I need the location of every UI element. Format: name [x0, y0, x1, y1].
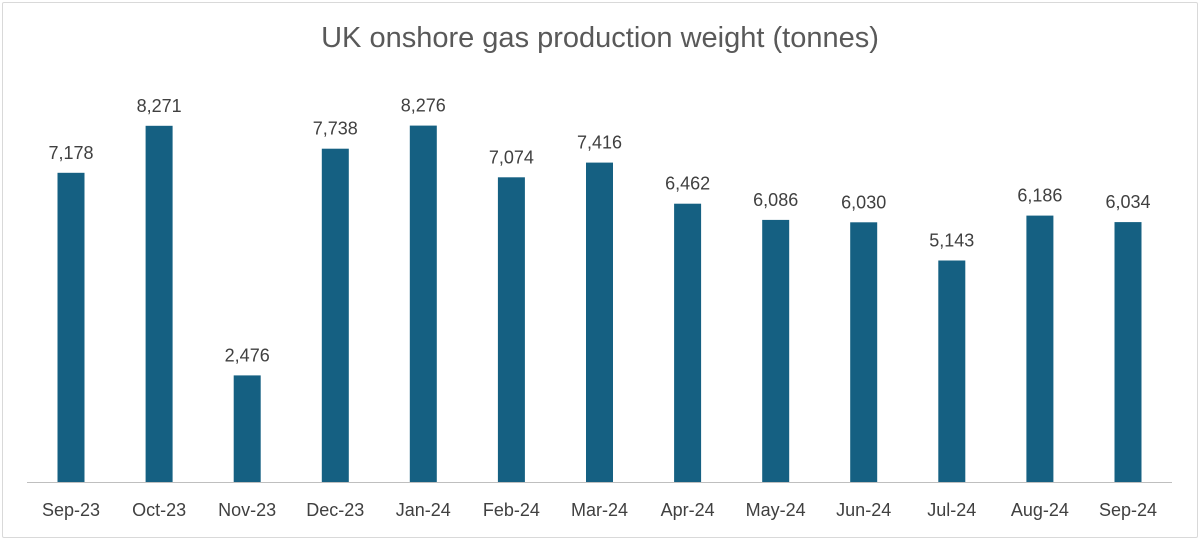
bar-mar-24: [586, 162, 613, 482]
x-tick-sep-24: Sep-24: [1099, 500, 1157, 520]
data-labels-group: 7,178 8,271 2,476 7,738 8,276 7,074 7,416 6,462…: [48, 96, 1150, 366]
x-tick-mar-24: Mar-24: [571, 500, 628, 520]
x-tick-feb-24: Feb-24: [483, 500, 540, 520]
bar-jan-24: [409, 125, 437, 482]
x-tick-jun-24: Jun-24: [836, 500, 891, 520]
bar-oct-23: [145, 125, 173, 483]
data-label-nov-23: 2,476: [225, 345, 270, 365]
bar-sep-23: [57, 172, 85, 483]
data-label-mar-24: 7,416: [577, 133, 622, 153]
chart-title: UK onshore gas production weight (tonnes…: [321, 22, 879, 54]
data-label-dec-23: 7,738: [313, 119, 358, 139]
data-label-may-24: 6,086: [753, 190, 798, 210]
data-label-jan-24: 8,276: [401, 96, 446, 116]
data-label-apr-24: 6,462: [665, 174, 710, 194]
data-label-jul-24: 5,143: [929, 231, 974, 251]
x-tick-apr-24: Apr-24: [661, 500, 715, 520]
bar-apr-24: [674, 203, 702, 482]
bar-aug-24: [1026, 215, 1054, 482]
bar-sep-24: [1114, 222, 1142, 482]
data-label-aug-24: 6,186: [1017, 186, 1062, 206]
bars-group: [57, 125, 1142, 483]
data-label-feb-24: 7,074: [489, 147, 534, 167]
x-tick-oct-23: Oct-23: [132, 500, 186, 520]
x-tick-sep-23: Sep-23: [42, 500, 100, 520]
bar-may-24: [762, 219, 790, 482]
x-axis-ticks-group: Sep-23 Oct-23 Nov-23 Dec-23 Jan-24 Feb-24 Mar-…: [42, 500, 1157, 520]
bar-jul-24: [938, 260, 966, 482]
x-tick-aug-24: Aug-24: [1011, 500, 1069, 520]
x-tick-may-24: May-24: [746, 500, 806, 520]
data-label-sep-24: 6,034: [1105, 192, 1150, 212]
x-tick-jan-24: Jan-24: [396, 500, 451, 520]
x-tick-nov-23: Nov-23: [218, 500, 276, 520]
data-label-oct-23: 8,271: [137, 96, 182, 116]
bar-feb-24: [497, 177, 525, 483]
data-label-sep-23: 7,178: [48, 143, 93, 163]
bar-dec-23: [321, 148, 349, 482]
x-tick-jul-24: Jul-24: [927, 500, 976, 520]
x-tick-dec-23: Dec-23: [306, 500, 364, 520]
data-label-jun-24: 6,030: [841, 192, 886, 212]
bar-nov-23: [233, 375, 261, 482]
bar-jun-24: [850, 222, 878, 483]
